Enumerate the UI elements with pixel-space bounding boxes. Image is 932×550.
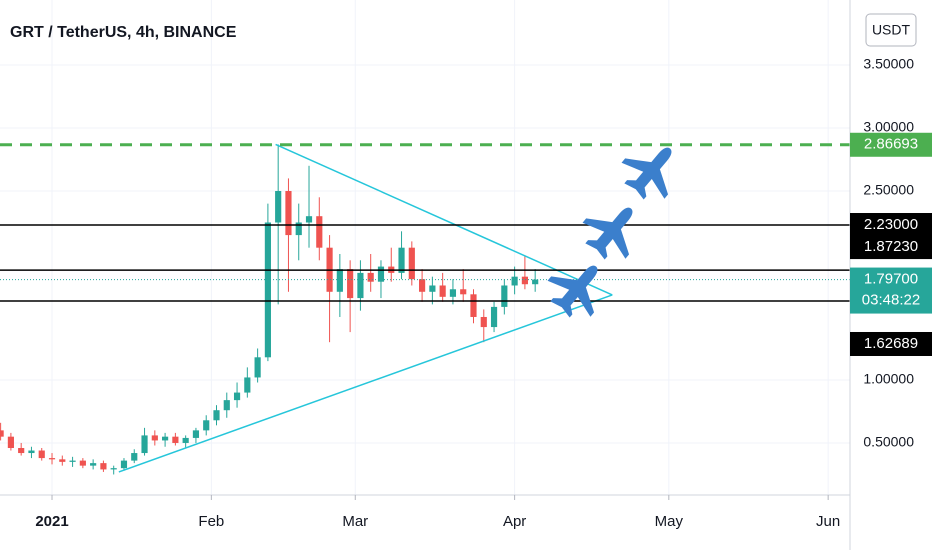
last-price-badge [850,267,932,314]
candle-body [192,430,200,438]
x-tick-label: 2021 [35,513,68,530]
last-price-label: 1.79700 [864,271,918,288]
candle-body [110,468,117,470]
candle-body [48,458,56,460]
candle-body [0,430,4,437]
candle-body [100,463,107,470]
candle-body [490,306,498,328]
trendline [118,294,613,473]
plane-icon [582,207,633,260]
axes: 3.50000 3.00000 2.50000 1.00000 0.50000 2021 F… [35,56,932,530]
candle-body [90,463,97,466]
candle-body [79,460,86,466]
y-tick-label: 0.50000 [863,434,914,450]
level-badge [850,235,932,260]
currency-label: USDT [872,22,911,38]
currency-button[interactable] [865,13,917,47]
countdown-label: 03:48:22 [862,292,920,309]
candle-body [69,460,76,462]
level-label: 2.86693 [864,136,918,153]
y-tick-label: 1.00000 [863,371,914,387]
candle-body [449,289,457,297]
candle-body [18,448,25,454]
candle-body [460,289,467,295]
candle-body [203,420,210,431]
y-tick-label: 3.00000 [863,119,914,135]
candle-body [233,392,241,401]
candle-body [357,272,364,299]
candle-body [275,190,282,223]
level-label: 1.62689 [864,335,918,352]
candle-body [182,437,189,443]
candle-body [295,222,302,236]
candle-body [470,294,477,317]
candle-body [141,435,148,454]
candle-body [336,269,343,292]
candle-body [254,357,261,378]
level-badge [850,132,932,157]
candle-body [377,266,385,282]
candle-body [439,285,446,297]
candle-body [521,276,528,285]
candle-body [7,436,14,449]
chart-title: GRT / TetherUS, 4h, BINANCE [10,24,237,41]
plot [0,143,850,475]
candle-body [501,285,508,307]
candle-body [244,377,251,393]
y-tick-label: 3.50000 [863,56,914,72]
candle-body [511,276,518,286]
candle-body [120,460,128,469]
level-badge [850,331,932,356]
x-tick-label: Apr [503,513,526,530]
candle-body [408,247,415,280]
candle-body [285,190,292,236]
time-axis-bg [0,495,932,550]
plane-icon [621,147,672,200]
y-tick-label: 2.50000 [863,182,914,198]
candle-body [131,453,138,461]
candle-body [38,450,45,459]
candle-body [213,410,220,421]
candle-body [367,272,374,282]
x-tick-label: May [655,513,684,530]
level-label: 1.87230 [864,238,918,255]
candle-body [532,279,539,285]
candle-body [264,222,271,358]
x-tick-label: Mar [342,513,368,530]
x-tick-label: Feb [198,513,224,530]
candle-body [172,436,179,443]
candle-body [162,436,169,441]
plane-icon [547,265,598,318]
candle-body [347,269,354,299]
candle-body [151,435,158,441]
candle-body [480,316,487,328]
level-label: 2.23000 [864,216,918,233]
candle-body [316,216,323,248]
candle-body [28,450,35,454]
candle-body [419,279,426,292]
candle-body [223,400,230,411]
candle-body [429,285,436,292]
annotation-planes [547,147,672,318]
candle-body [398,247,405,273]
candle-body [59,459,66,462]
x-tick-label: Jun [816,513,840,530]
candle-body [305,216,313,223]
level-badge [850,213,932,238]
